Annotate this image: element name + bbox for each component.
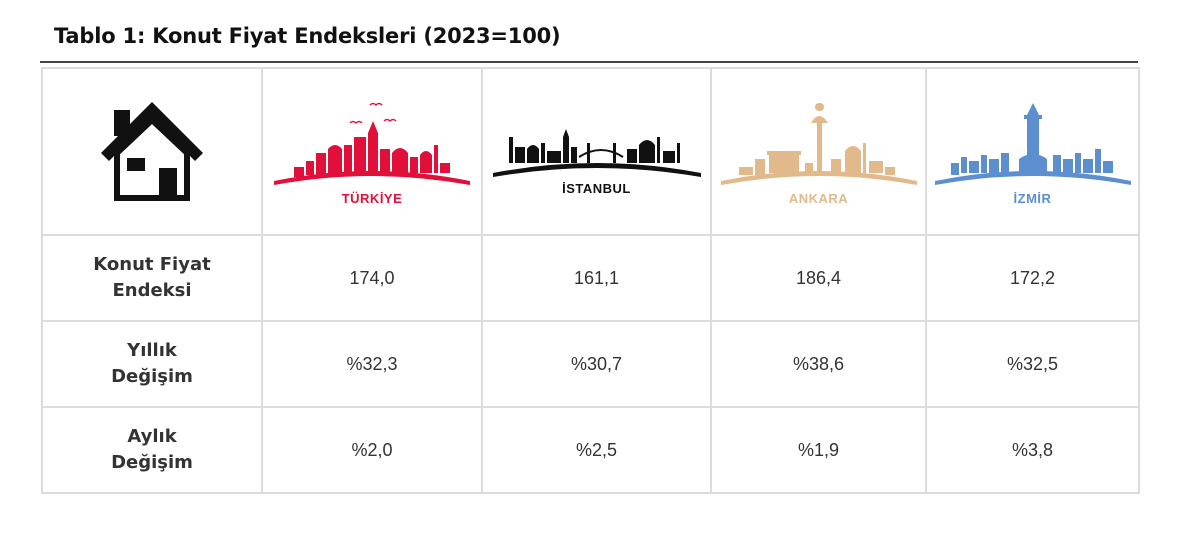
row-label-line1: Konut Fiyat: [93, 254, 211, 275]
cell-annual-istanbul: %30,7: [481, 320, 712, 408]
cell-annual-ankara: %38,6: [710, 320, 927, 408]
cell-monthly-izmir: %3,8: [925, 406, 1140, 494]
cell-index-turkiye: 174,0: [261, 234, 483, 322]
city-label-izmir: İZMİR: [1013, 191, 1052, 206]
cell-index-istanbul: 161,1: [481, 234, 712, 322]
cell-annual-turkiye: %32,3: [261, 320, 483, 408]
ankara-skyline-icon: [720, 103, 917, 185]
title-divider: [40, 61, 1138, 63]
header-city-turkiye: TÜRKİYE: [261, 67, 483, 236]
izmir-skyline-icon: [934, 103, 1131, 185]
row-label-index: Konut Fiyat Endeksi: [41, 234, 263, 322]
row-label-line1: Aylık: [127, 426, 177, 447]
cell-monthly-ankara: %1,9: [710, 406, 927, 494]
table-row-index: Konut Fiyat Endeksi 174,0 161,1 186,4 17…: [41, 234, 1140, 322]
row-label-monthly: Aylık Değişim: [41, 406, 263, 494]
cell-monthly-istanbul: %2,5: [481, 406, 712, 494]
cell-annual-izmir: %32,5: [925, 320, 1140, 408]
istanbul-skyline-icon: [492, 129, 701, 177]
header-house-cell: [41, 67, 263, 236]
row-label-line2: Endeksi: [112, 280, 192, 301]
header-city-izmir: İZMİR: [925, 67, 1140, 236]
table-row-monthly: Aylık Değişim %2,0 %2,5 %1,9 %3,8: [41, 406, 1140, 494]
price-index-table: TÜRKİYE: [41, 67, 1140, 494]
cell-index-izmir: 172,2: [925, 234, 1140, 322]
row-label-line2: Değişim: [111, 452, 193, 473]
city-label-ankara: ANKARA: [788, 191, 849, 206]
cell-index-ankara: 186,4: [710, 234, 927, 322]
house-icon: [101, 101, 203, 201]
header-city-istanbul: İSTANBUL: [481, 67, 712, 236]
table-header-row: TÜRKİYE: [41, 67, 1140, 236]
table-row-annual: Yıllık Değişim %32,3 %30,7 %38,6 %32,5: [41, 320, 1140, 408]
cell-monthly-turkiye: %2,0: [261, 406, 483, 494]
city-label-istanbul: İSTANBUL: [562, 181, 631, 196]
row-label-line2: Değişim: [111, 366, 193, 387]
row-label-annual: Yıllık Değişim: [41, 320, 263, 408]
city-label-turkiye: TÜRKİYE: [341, 191, 403, 206]
table-title: Tablo 1: Konut Fiyat Endeksleri (2023=10…: [54, 24, 561, 48]
header-city-ankara: ANKARA: [710, 67, 927, 236]
turkiye-skyline-icon: [274, 102, 470, 185]
row-label-line1: Yıllık: [127, 340, 177, 361]
